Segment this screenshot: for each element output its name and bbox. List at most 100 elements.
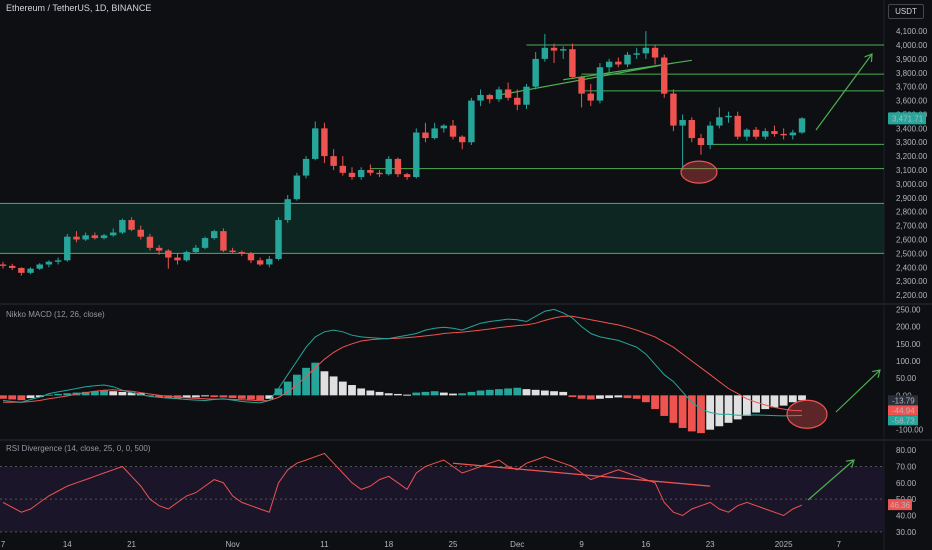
macd-histogram-bar [605,395,614,399]
macd-histogram-bar [412,392,421,396]
candle [367,170,374,173]
macd-histogram-bar [302,367,310,396]
macd-histogram-bar [0,395,7,399]
candle [284,199,291,221]
candle [413,132,420,177]
price-axis-tick: 2,800.00 [896,208,928,217]
candle [514,97,521,105]
macd-histogram-bar [320,371,329,396]
currency-button[interactable]: USDT [888,4,924,19]
macd-histogram-bar [274,388,283,396]
macd-histogram-bar [219,395,228,398]
candle [155,247,163,251]
macd-histogram-bar [669,395,678,423]
candle [422,132,429,139]
highlight-circle [680,160,718,184]
macd-histogram-bar [513,387,522,396]
macd-histogram-bar [467,391,476,396]
candle [403,174,411,177]
macd-histogram-bar [439,392,448,396]
macd-value-label: -44.94 [892,406,915,415]
macd-histogram-bar [550,391,558,396]
macd-histogram-bar [357,388,366,396]
price-axis-tick: 2,600.00 [896,235,928,244]
macd-histogram-bar [375,391,384,396]
macd-histogram-bar [770,395,779,408]
candle [321,128,328,157]
candle [725,115,732,118]
candle [486,95,493,100]
macd-histogram-bar [201,395,209,397]
candle [137,229,144,237]
price-axis-tick: 4,100.00 [896,27,928,36]
candle [339,165,347,173]
time-axis-tick: 18 [384,540,393,549]
trendline [563,59,692,81]
macd-histogram-bar [256,395,265,401]
macd-histogram-bar [265,395,274,399]
rsi-axis-tick: 40.00 [896,512,917,521]
candle [431,128,438,139]
candle [8,265,16,268]
candle [560,49,567,51]
macd-histogram-bar [81,391,90,396]
price-axis-tick: 3,900.00 [896,55,928,64]
candle [192,247,200,252]
candle [633,53,640,55]
macd-histogram-bar [568,395,577,398]
candle [752,129,760,137]
macd-histogram-bar [109,391,118,396]
candle [716,117,723,126]
candle [798,118,806,133]
price-axis-tick: 3,600.00 [896,97,928,106]
macd-histogram-bar [191,395,200,398]
macd-histogram-bar [26,395,35,399]
macd-histogram-bar [228,395,237,399]
macd-histogram-bar [522,389,531,396]
price-axis-tick: 3,400.00 [896,124,928,133]
candle [394,158,402,175]
candle [275,220,282,259]
candle [146,236,154,248]
candle [688,120,696,139]
macd-histogram-bar [348,385,356,396]
rsi-arrow [807,459,855,501]
macd-histogram-bar [596,395,604,399]
macd-histogram-bar [366,390,375,396]
macd-histogram-bar [100,390,108,396]
price-axis-tick: 2,500.00 [896,249,928,258]
candle [624,54,631,65]
macd-line [2,308,803,417]
candle [569,49,576,77]
price-axis-tick: 4,000.00 [896,41,928,50]
candle [762,131,769,137]
divergence-line [452,462,711,487]
macd-histogram-bar [247,395,255,400]
candle [495,89,503,100]
candle [165,250,172,258]
macd-value-tag [888,415,918,426]
time-axis-tick: 14 [63,540,72,549]
macd-histogram-bar [678,395,687,428]
candle [706,125,714,146]
macd-histogram-bar [403,394,411,396]
candle [18,267,25,273]
macd-histogram-bar [155,395,164,398]
time-axis-tick: 11 [320,540,329,549]
candle [523,86,530,105]
price-axis-tick: 2,300.00 [896,277,928,286]
macd-histogram-bar [761,395,770,410]
candle [330,156,337,166]
time-axis-tick: 2025 [775,540,793,549]
price-axis-tick: 3,100.00 [896,166,928,175]
macd-histogram-bar [485,389,494,396]
candle [771,131,778,134]
macd-histogram-bar [210,395,219,398]
candle [780,133,787,136]
macd-histogram-bar [742,395,751,416]
candle [174,257,181,261]
price-axis-tick: 3,300.00 [896,138,928,147]
macd-histogram-bar [430,391,439,396]
